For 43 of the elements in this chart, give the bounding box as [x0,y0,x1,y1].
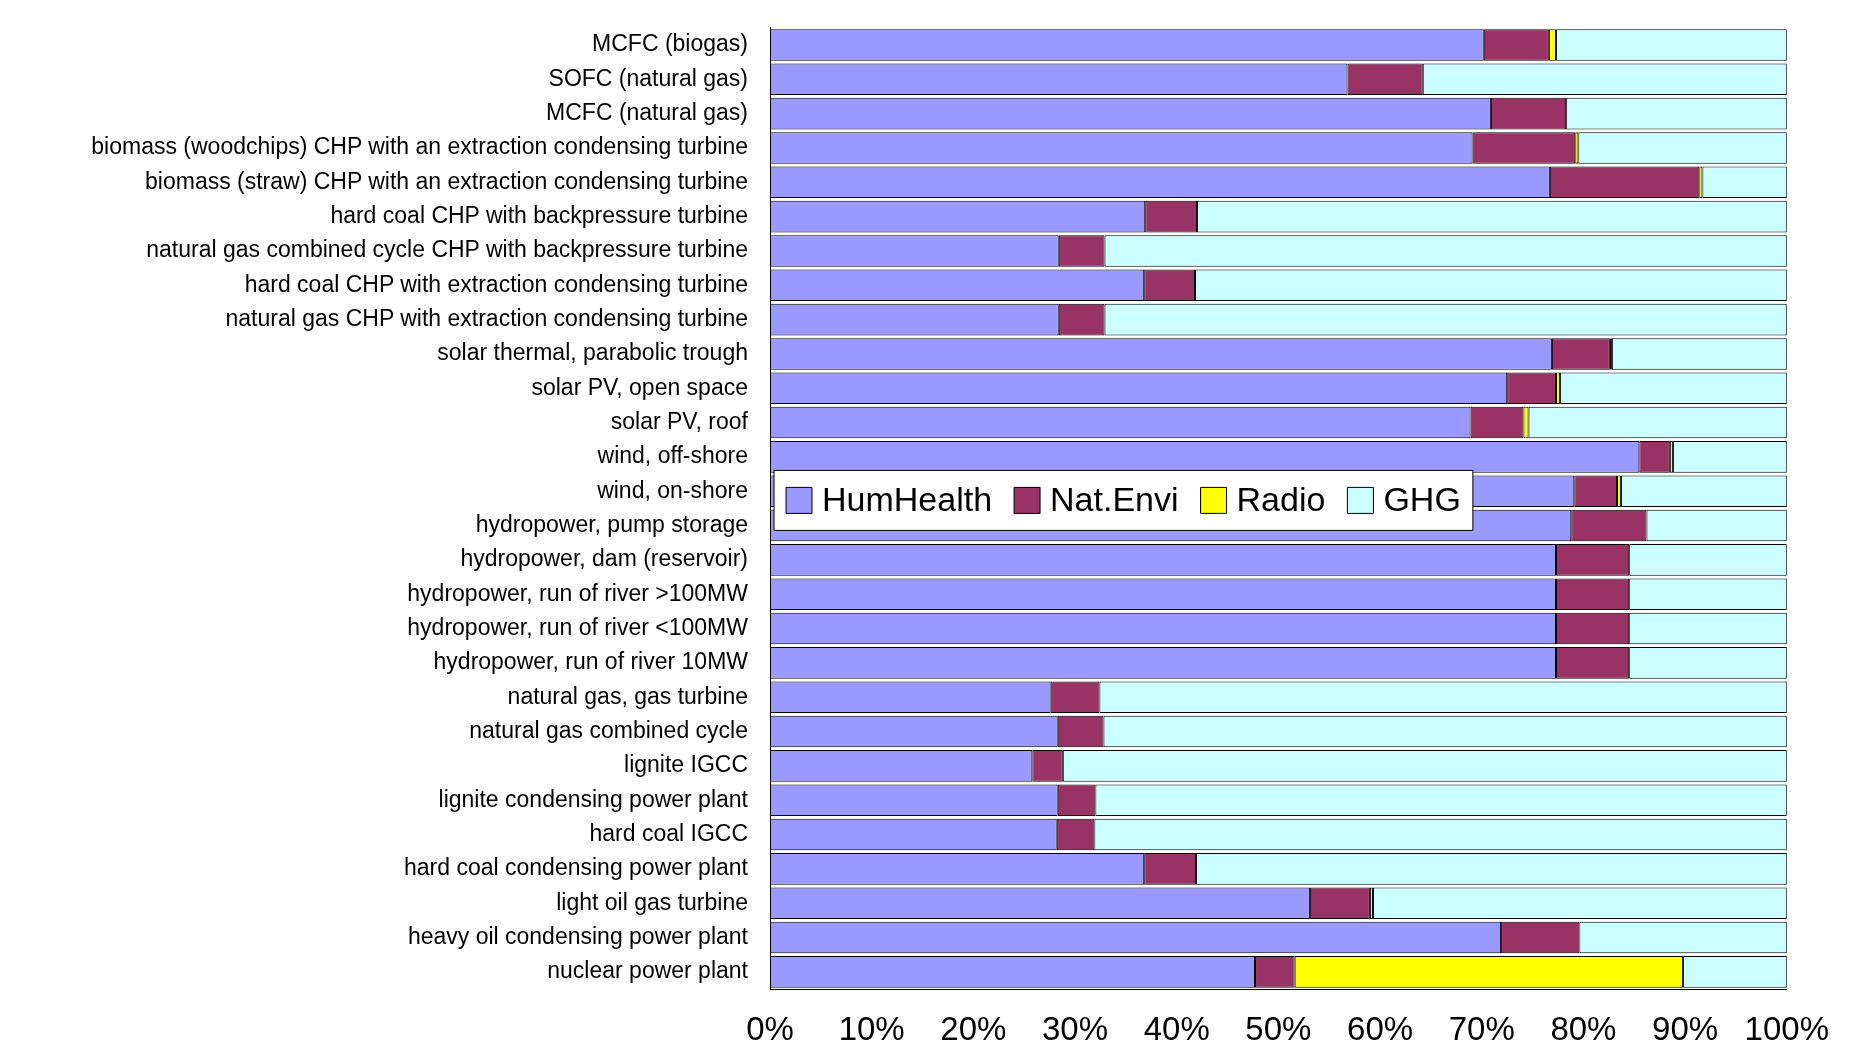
x-tick-label: 10% [838,1009,905,1047]
y-tick-label: hard coal IGCC [589,819,748,846]
y-tick-label: natural gas combined cycle CHP with backpressure turbine [146,236,748,263]
y-tick-label: nuclear power plant [547,957,749,984]
x-tick-label: 50% [1245,1009,1312,1047]
y-tick-label: natural gas, gas turbine [507,682,748,709]
x-tick-label: 30% [1042,1009,1109,1047]
x-tick-label: 100% [1744,1009,1829,1047]
y-tick-label: natural gas combined cycle [469,716,748,743]
y-tick-label: hard coal CHP with extraction condensing turbine [244,270,748,297]
x-tick-label: 60% [1347,1009,1414,1047]
y-tick-label: hydropower, pump storage [475,510,748,537]
x-tick-label: 40% [1143,1009,1210,1047]
legend-label: HumHealth [822,479,993,518]
y-tick-label: wind, on-shore [596,476,748,503]
y-tick-label: lignite condensing power plant [438,785,749,812]
y-tick-label: hard coal CHP with backpressure turbine [330,201,748,228]
x-tick-label: 20% [940,1009,1007,1047]
y-tick-label: hydropower, dam (reservoir) [460,545,748,572]
legend-label: Nat.Envi [1050,479,1179,518]
y-tick-label: solar PV, roof [610,407,749,434]
y-tick-label: heavy oil condensing power plant [407,922,749,949]
legend-label: GHG [1383,479,1461,518]
y-tick-label: hydropower, run of river >100MW [407,579,749,606]
y-tick-label: hard coal condensing power plant [404,854,749,881]
y-tick-label: biomass (straw) CHP with an extraction condensing turbine [145,167,748,194]
y-tick-label: lignite IGCC [624,751,748,778]
y-tick-label: hydropower, run of river <100MW [407,613,749,640]
y-tick-label: hydropower, run of river 10MW [433,648,749,675]
y-tick-label: solar thermal, parabolic trough [437,339,748,366]
y-tick-label: biomass (woodchips) CHP with an extraction condensing turbine [91,133,748,160]
y-tick-label: solar PV, open space [531,373,748,400]
x-tick-label: 0% [746,1009,794,1047]
legend-label: Radio [1236,479,1326,518]
x-tick-label: 70% [1448,1009,1515,1047]
x-tick-label: 90% [1652,1009,1719,1047]
y-tick-label: MCFC (biogas) [592,30,748,57]
y-tick-label: wind, off-shore [596,442,748,469]
y-tick-label: natural gas CHP with extraction condensing turbine [225,304,748,331]
y-tick-label: SOFC (natural gas) [548,64,748,91]
y-tick-label: light oil gas turbine [556,888,748,915]
y-tick-label: MCFC (natural gas) [546,98,748,125]
x-tick-label: 80% [1550,1009,1617,1047]
